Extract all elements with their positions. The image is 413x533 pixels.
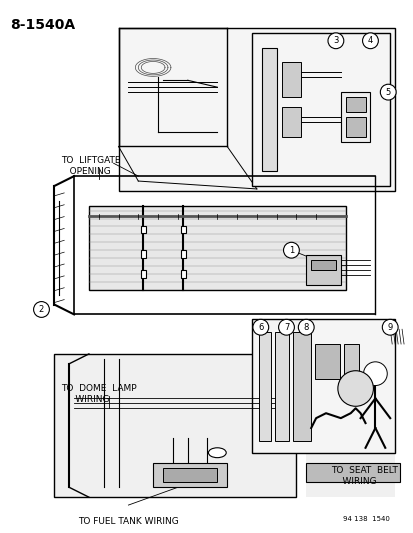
Bar [54, 354, 296, 497]
Circle shape [33, 302, 49, 317]
Bar [89, 206, 345, 290]
Text: 1: 1 [288, 246, 293, 255]
Bar [306, 369, 394, 497]
Bar [314, 344, 339, 378]
Bar [311, 260, 335, 270]
Bar [180, 250, 185, 258]
Text: 5: 5 [385, 87, 390, 96]
Circle shape [337, 371, 373, 406]
Bar [306, 255, 340, 285]
Bar [251, 319, 394, 453]
Bar [306, 463, 399, 482]
Text: TO  DOME  LAMP
     WIRING: TO DOME LAMP WIRING [61, 384, 137, 403]
Text: TO  LIFTGATE
   OPENING: TO LIFTGATE OPENING [61, 156, 121, 176]
Bar [153, 463, 227, 487]
Bar [258, 332, 270, 441]
Circle shape [252, 319, 268, 335]
Bar [293, 332, 311, 441]
Text: TO FUEL TANK WIRING: TO FUEL TANK WIRING [78, 517, 178, 526]
Bar [343, 344, 358, 378]
Text: TO  SEAT  BELT
    WIRING: TO SEAT BELT WIRING [330, 465, 397, 486]
Bar [261, 47, 276, 171]
Text: 6: 6 [257, 323, 263, 332]
Circle shape [363, 362, 386, 385]
Bar [118, 28, 394, 191]
Circle shape [380, 84, 395, 100]
Bar [281, 107, 301, 136]
Text: 8-1540A: 8-1540A [10, 18, 75, 32]
Circle shape [381, 319, 397, 335]
Bar [251, 33, 389, 186]
Text: 4: 4 [367, 36, 372, 45]
Circle shape [278, 319, 294, 335]
Text: 94 138  1540: 94 138 1540 [342, 516, 389, 522]
Bar [340, 92, 370, 142]
Circle shape [362, 33, 377, 49]
Circle shape [283, 243, 299, 258]
Bar [141, 270, 146, 278]
Bar [180, 270, 185, 278]
Bar [345, 97, 365, 112]
Bar [180, 225, 185, 233]
Text: 9: 9 [387, 323, 392, 332]
Text: 7: 7 [283, 323, 288, 332]
Bar [141, 250, 146, 258]
Bar [141, 225, 146, 233]
Text: 3: 3 [332, 36, 338, 45]
Text: 8: 8 [303, 323, 308, 332]
Circle shape [298, 319, 313, 335]
Bar [281, 62, 301, 97]
Text: 2: 2 [39, 305, 44, 314]
Bar [163, 467, 217, 482]
Circle shape [327, 33, 343, 49]
Ellipse shape [208, 448, 225, 458]
Bar [345, 117, 365, 136]
Bar [274, 332, 289, 441]
